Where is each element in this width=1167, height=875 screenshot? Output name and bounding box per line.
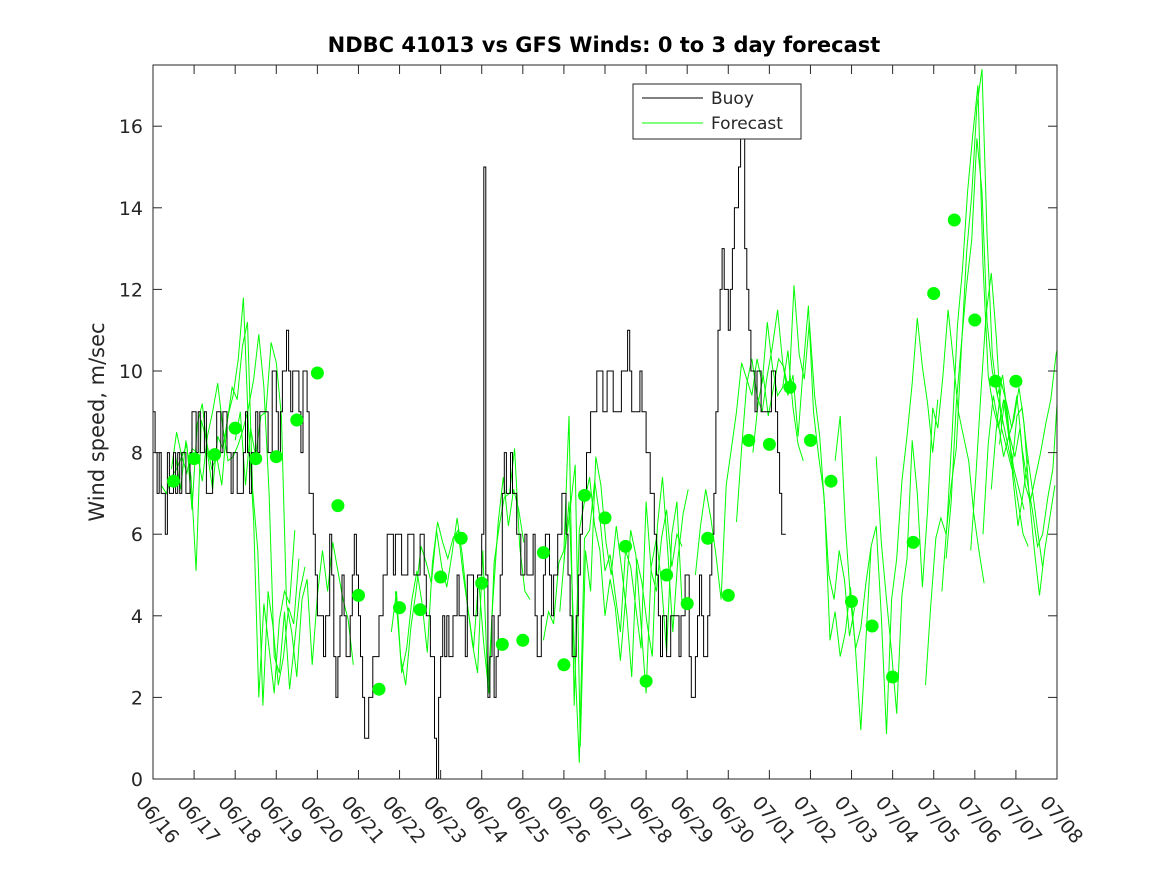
forecast-run-line-19 bbox=[982, 387, 1056, 596]
forecast-run-line-13 bbox=[834, 317, 939, 735]
forecast-point-6 bbox=[269, 450, 283, 464]
forecast-point-35 bbox=[865, 619, 879, 633]
forecast-run-line-8 bbox=[559, 456, 689, 747]
forecast-point-31 bbox=[783, 380, 797, 394]
forecast-run-line-5 bbox=[390, 448, 531, 694]
forecast-point-36 bbox=[886, 670, 900, 684]
forecast-series bbox=[160, 69, 1057, 763]
forecast-markers bbox=[167, 213, 1023, 696]
legend-box bbox=[632, 83, 802, 140]
forecast-point-17 bbox=[495, 637, 509, 651]
forecast-point-7 bbox=[290, 413, 304, 427]
forecast-point-2 bbox=[187, 452, 201, 466]
plot-area bbox=[153, 65, 1057, 779]
forecast-point-1 bbox=[167, 474, 180, 488]
legend-buoy-label: Buoy bbox=[711, 89, 754, 109]
chart-title: NDBC 41013 vs GFS Winds: 0 to 3 day fore… bbox=[328, 33, 881, 57]
forecast-point-25 bbox=[660, 568, 674, 582]
y-tick-label: 16 bbox=[119, 116, 143, 138]
forecast-point-41 bbox=[988, 374, 1002, 388]
forecast-run-line-11 bbox=[736, 305, 856, 637]
forecast-point-16 bbox=[475, 576, 489, 590]
forecast-point-33 bbox=[824, 474, 838, 488]
forecast-point-23 bbox=[619, 539, 632, 553]
forecast-point-5 bbox=[249, 452, 263, 466]
y-tick-label: 8 bbox=[131, 443, 143, 465]
forecast-point-3 bbox=[208, 448, 222, 462]
forecast-run-line-9 bbox=[563, 481, 683, 763]
forecast-point-22 bbox=[598, 511, 612, 525]
forecast-point-18 bbox=[516, 633, 530, 647]
forecast-point-9 bbox=[331, 499, 345, 513]
forecast-run-line-4 bbox=[234, 342, 354, 678]
y-tick-label: 10 bbox=[119, 361, 143, 383]
forecast-point-19 bbox=[536, 546, 550, 560]
forecast-point-38 bbox=[927, 287, 941, 300]
forecast-point-29 bbox=[742, 433, 756, 447]
forecast-run-line-17 bbox=[945, 138, 1029, 559]
y-tick-label: 14 bbox=[119, 198, 143, 220]
forecast-point-39 bbox=[947, 213, 961, 227]
forecast-point-40 bbox=[968, 313, 982, 327]
forecast-run-line-18 bbox=[970, 273, 1044, 567]
forecast-point-26 bbox=[680, 597, 694, 611]
forecast-point-12 bbox=[393, 601, 406, 615]
legend-forecast-label: Forecast bbox=[711, 114, 783, 134]
forecast-run-line-20 bbox=[990, 383, 1057, 549]
forecast-point-4 bbox=[228, 421, 242, 435]
forecast-run-line-2 bbox=[171, 297, 296, 698]
forecast-point-8 bbox=[310, 366, 324, 380]
forecast-point-20 bbox=[557, 658, 571, 672]
y-axis: 0 2 4 6 8 10 12 14 16 bbox=[119, 116, 1057, 791]
forecast-point-11 bbox=[372, 682, 386, 696]
forecast-point-13 bbox=[413, 603, 427, 617]
y-tick-label: 4 bbox=[131, 606, 143, 628]
forecast-point-42 bbox=[1009, 374, 1023, 388]
y-tick-label: 0 bbox=[131, 769, 143, 791]
forecast-point-28 bbox=[721, 588, 735, 602]
y-tick-label: 2 bbox=[131, 687, 143, 709]
forecast-point-27 bbox=[701, 531, 715, 545]
y-tick-label: 6 bbox=[131, 524, 143, 546]
forecast-point-30 bbox=[762, 437, 776, 451]
forecast-point-32 bbox=[804, 433, 817, 447]
forecast-point-37 bbox=[906, 535, 920, 549]
buoy-series bbox=[153, 125, 786, 779]
y-tick-label: 12 bbox=[119, 279, 143, 301]
buoy-line bbox=[153, 125, 786, 779]
y-axis-label: Wind speed, m/sec bbox=[85, 322, 109, 521]
forecast-point-15 bbox=[454, 531, 468, 545]
forecast-point-24 bbox=[639, 674, 653, 688]
forecast-run-line-3 bbox=[175, 321, 300, 706]
forecast-point-14 bbox=[434, 570, 448, 584]
forecast-point-34 bbox=[845, 595, 858, 608]
forecast-point-21 bbox=[578, 488, 591, 502]
legend: Buoy Forecast bbox=[632, 83, 802, 140]
forecast-run-line-21 bbox=[999, 347, 1057, 504]
forecast-point-10 bbox=[352, 588, 365, 602]
